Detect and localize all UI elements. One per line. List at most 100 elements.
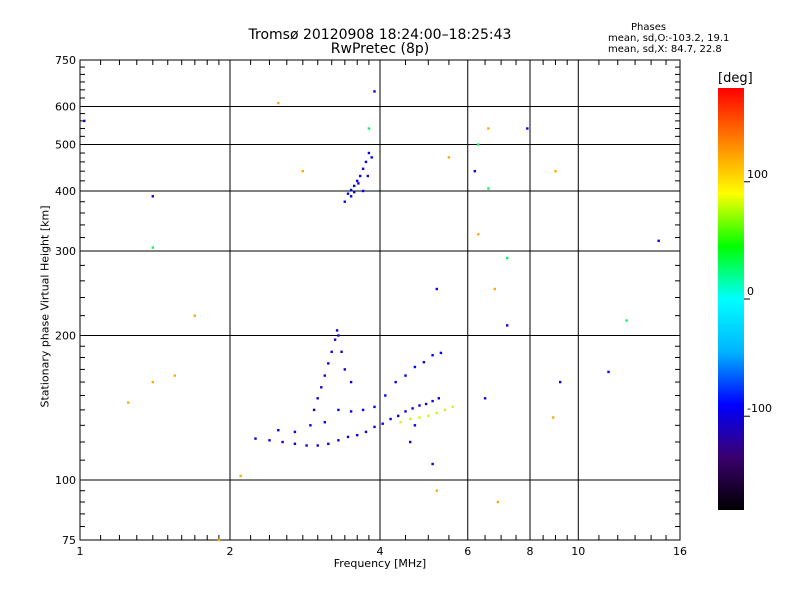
data-point xyxy=(327,442,330,445)
data-point xyxy=(473,170,476,173)
data-point xyxy=(418,416,421,419)
data-point xyxy=(477,143,480,146)
data-point xyxy=(447,156,451,159)
data-point xyxy=(381,422,384,425)
x-tick-label: 2 xyxy=(227,545,234,558)
data-point xyxy=(361,408,365,412)
data-point xyxy=(551,416,555,419)
data-point xyxy=(173,374,176,377)
data-point xyxy=(487,187,490,190)
data-point xyxy=(418,404,421,407)
data-point xyxy=(373,90,376,93)
data-point xyxy=(657,239,660,242)
data-point xyxy=(413,365,417,369)
data-point xyxy=(337,334,340,337)
data-point xyxy=(367,151,371,155)
data-point xyxy=(217,538,221,542)
data-point xyxy=(361,189,365,193)
data-point xyxy=(607,370,610,374)
data-point xyxy=(346,192,350,195)
data-point xyxy=(435,287,438,291)
data-point xyxy=(312,408,316,412)
data-point xyxy=(268,439,271,442)
data-point xyxy=(356,434,359,437)
data-point xyxy=(301,170,304,173)
data-point xyxy=(337,408,340,412)
data-point xyxy=(349,195,353,198)
data-point xyxy=(349,410,353,413)
x-tick-label: 6 xyxy=(464,545,471,558)
stats-heading: Phases xyxy=(631,22,667,33)
stats-line-o: mean, sd,O:-103.2, 19.1 xyxy=(608,33,730,44)
data-point xyxy=(323,421,326,424)
data-point xyxy=(431,354,434,357)
data-point xyxy=(316,444,319,447)
data-point xyxy=(127,401,130,404)
y-tick-label: 200 xyxy=(55,330,76,343)
data-point xyxy=(293,442,297,445)
data-point xyxy=(435,489,438,492)
y-tick-label: 300 xyxy=(55,245,76,258)
data-point xyxy=(477,233,480,236)
chart-subtitle: RwPretec (8p) xyxy=(330,41,430,57)
colorbar-tick-label: -100 xyxy=(747,402,772,415)
data-point xyxy=(364,160,368,164)
data-point xyxy=(340,350,343,353)
x-axis-label: Frequency [MHz] xyxy=(333,557,427,570)
data-point xyxy=(349,188,353,192)
data-point xyxy=(305,444,308,447)
data-point xyxy=(435,411,438,415)
data-point xyxy=(254,437,257,440)
data-point xyxy=(337,439,340,442)
data-point xyxy=(431,462,434,466)
data-point xyxy=(323,374,326,377)
y-tick-label: 500 xyxy=(55,139,76,152)
data-point xyxy=(239,474,242,478)
data-point xyxy=(506,256,509,260)
data-point xyxy=(364,430,368,434)
colorbar-unit-label: [deg] xyxy=(718,71,753,86)
data-point xyxy=(404,374,407,377)
data-point xyxy=(151,380,154,384)
data-point xyxy=(343,200,346,203)
data-point xyxy=(431,399,434,403)
data-point xyxy=(409,417,412,421)
x-tick-label: 10 xyxy=(571,545,585,558)
data-point xyxy=(397,414,400,418)
data-point xyxy=(506,324,509,327)
data-point xyxy=(394,380,397,384)
data-point xyxy=(359,174,362,178)
y-tick-label: 750 xyxy=(55,54,76,67)
data-point xyxy=(526,127,529,130)
y-tick-label: 75 xyxy=(62,534,76,547)
data-point xyxy=(327,362,330,365)
chart-title: Tromsø 20120908 18:24:00–18:25:43 xyxy=(248,27,512,43)
data-point xyxy=(384,394,387,397)
y-tick-label: 400 xyxy=(55,185,76,198)
data-point xyxy=(389,417,392,421)
data-point xyxy=(413,424,417,427)
data-point xyxy=(330,350,333,353)
colorbar-tick-label: 0 xyxy=(747,285,754,298)
data-point xyxy=(346,435,350,439)
data-point xyxy=(353,190,356,194)
data-point xyxy=(309,424,312,427)
x-tick-label: 16 xyxy=(673,545,687,558)
data-point xyxy=(353,184,356,188)
data-point xyxy=(83,119,86,123)
data-point xyxy=(367,127,371,130)
data-point xyxy=(443,408,447,412)
data-point xyxy=(366,174,369,178)
x-tick-label: 4 xyxy=(377,545,384,558)
data-point xyxy=(559,380,562,384)
data-point xyxy=(370,156,373,159)
x-tick-label: 8 xyxy=(527,545,534,558)
x-tick-label: 1 xyxy=(77,545,84,558)
data-point xyxy=(343,368,346,371)
data-point xyxy=(277,101,280,105)
data-point xyxy=(193,314,196,317)
data-point xyxy=(335,329,339,332)
data-point xyxy=(356,179,359,183)
data-point xyxy=(411,407,414,410)
